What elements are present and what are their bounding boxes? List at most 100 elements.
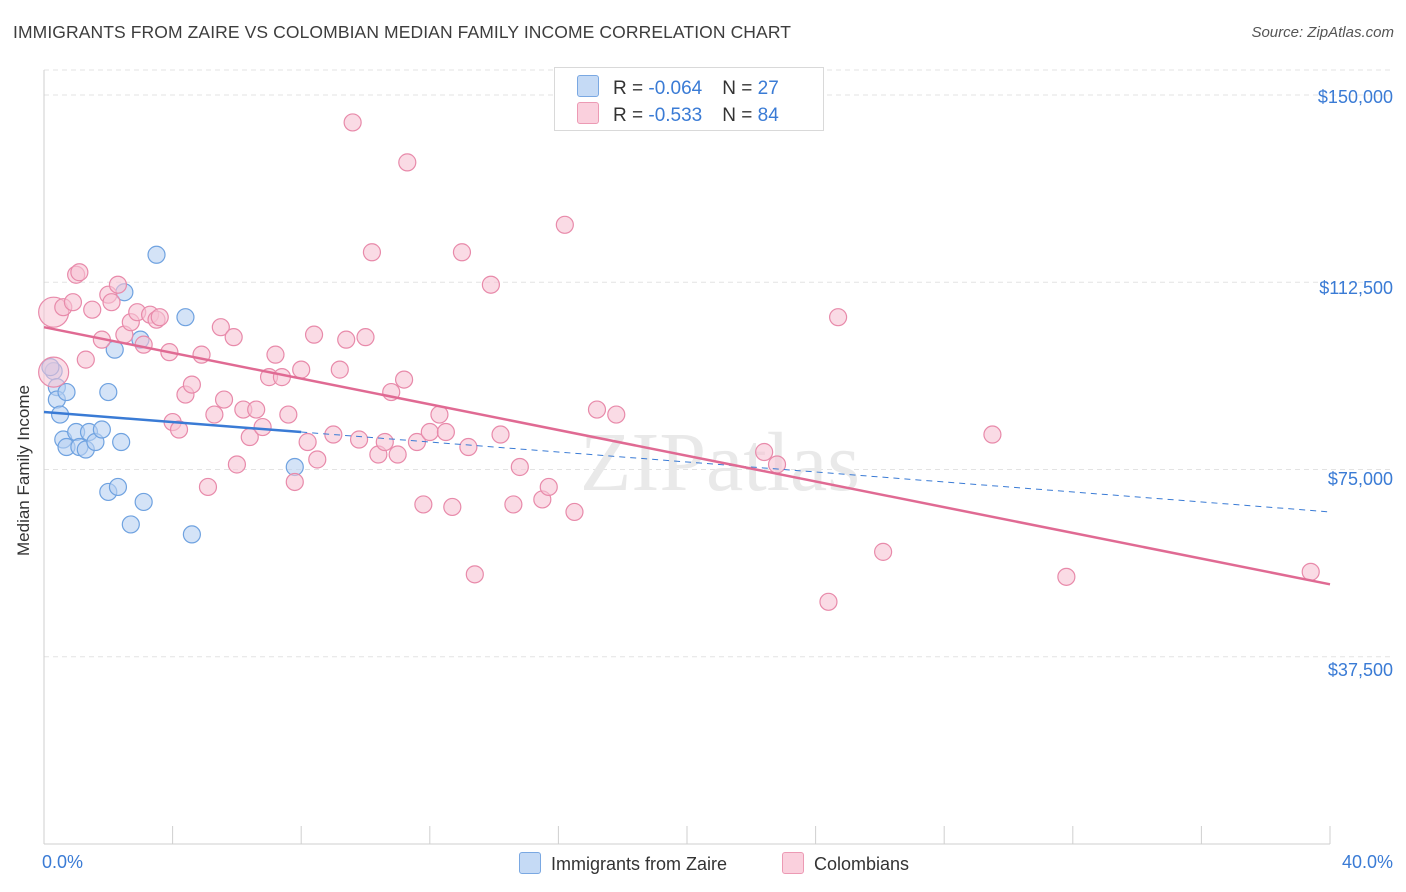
- data-point: [420, 422, 439, 442]
- data-point: [414, 495, 433, 514]
- data-point: [587, 400, 607, 419]
- data-point: [205, 405, 224, 424]
- data-point: [491, 425, 510, 444]
- data-point: [362, 243, 382, 262]
- y-tick-label: $75,000: [1327, 469, 1393, 489]
- correlation-legend: R = -0.064 N = 27 R = -0.533 N = 84: [554, 67, 824, 131]
- data-point: [134, 492, 153, 512]
- data-point: [539, 477, 558, 497]
- data-point: [214, 390, 234, 409]
- data-point: [829, 308, 848, 327]
- y-tick-label: $112,500: [1319, 278, 1393, 298]
- data-point: [819, 592, 838, 611]
- bottom-legend-zaire: Immigrants from Zaire: [519, 852, 727, 875]
- legend-row-zaire: R = -0.064 N = 27: [577, 75, 779, 101]
- data-point: [1301, 562, 1320, 581]
- data-point: [324, 425, 343, 444]
- data-point: [292, 360, 311, 379]
- data-point: [102, 293, 121, 312]
- data-point: [481, 275, 500, 294]
- series-immigrants-from-zaire: [41, 245, 304, 544]
- bottom-legend-swatch-colombians: [782, 852, 804, 874]
- data-point: [57, 382, 76, 402]
- trend-line-zaire-extension: [301, 431, 1331, 513]
- data-point: [99, 382, 118, 402]
- data-point: [308, 450, 327, 469]
- data-point: [108, 477, 128, 497]
- data-point: [465, 565, 484, 584]
- bottom-legend-swatch-zaire: [519, 852, 541, 874]
- data-point: [169, 420, 189, 439]
- data-point: [452, 243, 472, 262]
- chart-title: IMMIGRANTS FROM ZAIRE VS COLOMBIAN MEDIA…: [13, 22, 792, 42]
- legend-n-value: 84: [757, 105, 779, 126]
- data-point: [565, 502, 584, 522]
- data-point: [388, 445, 407, 464]
- legend-swatch-zaire: [577, 75, 599, 97]
- data-point: [38, 356, 70, 388]
- data-point: [63, 293, 83, 312]
- data-point: [459, 437, 478, 457]
- data-point: [247, 400, 266, 419]
- y-tick-label: $150,000: [1317, 87, 1393, 107]
- data-point: [253, 417, 272, 437]
- data-point: [394, 370, 414, 389]
- data-point: [108, 275, 128, 294]
- data-point: [356, 328, 375, 347]
- data-point: [112, 432, 131, 452]
- data-point: [150, 308, 169, 327]
- data-point: [304, 325, 324, 344]
- legend-n-value: 27: [757, 78, 779, 99]
- axes: [43, 70, 1331, 845]
- x-tick-label-min: 0.0%: [42, 852, 84, 872]
- data-point: [198, 477, 218, 497]
- data-point: [211, 318, 230, 337]
- data-point: [755, 442, 774, 462]
- data-point: [182, 375, 201, 394]
- trend-line-zaire: [43, 410, 302, 434]
- data-point: [70, 263, 89, 282]
- series-colombians: [38, 113, 1320, 611]
- legend-r-value: -0.064: [648, 78, 703, 99]
- data-point: [510, 457, 529, 477]
- x-tick-label-max: 40.0%: [1341, 852, 1393, 872]
- data-point: [298, 432, 317, 452]
- gridlines: [44, 69, 1394, 658]
- data-point: [375, 432, 394, 452]
- data-point: [555, 215, 574, 234]
- y-tick-label: $37,500: [1327, 660, 1393, 680]
- data-point: [343, 113, 362, 132]
- legend-row-colombians: R = -0.533 N = 84: [577, 102, 779, 128]
- source-label: Source: ZipAtlas.com: [1251, 24, 1394, 41]
- data-point: [76, 350, 95, 369]
- data-point: [1057, 567, 1076, 586]
- data-point: [279, 405, 298, 424]
- data-point: [436, 422, 455, 442]
- data-point: [182, 525, 201, 544]
- trend-lines: [43, 325, 1331, 586]
- legend-r-value: -0.533: [648, 105, 703, 126]
- data-point: [147, 245, 166, 264]
- data-point: [767, 455, 787, 474]
- data-point: [874, 542, 893, 561]
- data-point: [176, 308, 195, 327]
- data-point: [227, 455, 246, 474]
- bottom-legend-colombians: Colombians: [782, 852, 909, 875]
- data-point: [266, 345, 285, 364]
- data-point: [83, 300, 102, 319]
- trend-line-colombians: [43, 325, 1331, 586]
- data-point: [224, 328, 243, 347]
- data-point: [504, 495, 523, 514]
- data-point: [330, 360, 349, 379]
- data-point: [607, 405, 626, 424]
- data-point: [285, 472, 304, 492]
- data-point: [983, 425, 1002, 444]
- legend-swatch-colombians: [577, 102, 599, 124]
- data-point: [443, 497, 462, 517]
- data-point: [92, 420, 111, 439]
- data-point: [337, 330, 356, 349]
- data-point: [349, 430, 369, 449]
- data-point: [398, 153, 417, 172]
- data-point: [121, 515, 140, 534]
